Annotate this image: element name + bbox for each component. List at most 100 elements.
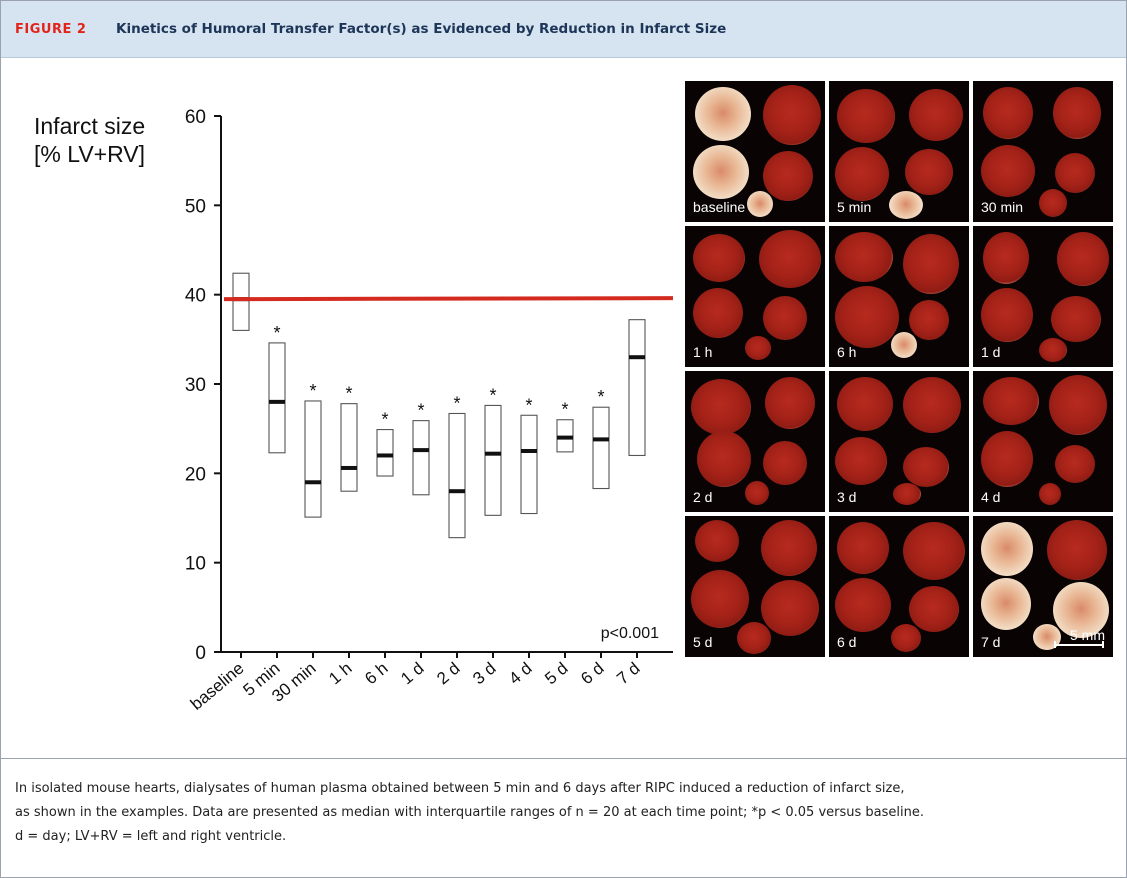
heart-slice-image xyxy=(763,296,807,340)
heart-slice-panel: baseline xyxy=(685,81,825,222)
significance-marker: * xyxy=(525,395,532,415)
heart-slice-image xyxy=(981,578,1031,630)
iqr-box xyxy=(304,400,322,518)
x-tick-label: 6 h xyxy=(361,659,391,689)
heart-slice-image xyxy=(763,151,813,201)
y-axis-label-line2: [% LV+RV] xyxy=(34,141,145,167)
heart-slice-image xyxy=(759,230,821,288)
heart-slice-image xyxy=(763,85,821,145)
heart-slice-image xyxy=(981,431,1033,487)
heart-slice-image xyxy=(981,288,1033,342)
heart-slice-image xyxy=(1057,232,1109,286)
heart-slice-image xyxy=(889,191,923,219)
heart-slice-image xyxy=(983,87,1033,139)
heart-slice-image xyxy=(691,570,749,628)
figure-title: Kinetics of Humoral Transfer Factor(s) a… xyxy=(116,21,727,37)
heart-slice-image xyxy=(837,522,889,574)
heart-slice-panel: 4 d xyxy=(973,371,1113,512)
iqr-box xyxy=(340,403,358,492)
heart-slice-image xyxy=(909,89,963,141)
heart-slice-image xyxy=(835,147,889,201)
significance-marker: * xyxy=(273,323,280,343)
heart-slice-panel: 5 d xyxy=(685,516,825,657)
panel-label: 6 h xyxy=(837,344,857,360)
heart-slice-image xyxy=(1051,296,1101,342)
iqr-box xyxy=(376,429,394,477)
figure-caption: In isolated mouse hearts, dialysates of … xyxy=(15,777,1110,849)
x-tick-label: 7 d xyxy=(613,659,643,689)
heart-slice-image xyxy=(835,232,893,282)
significance-marker: * xyxy=(417,401,424,421)
significance-marker: * xyxy=(561,400,568,420)
heart-slice-image xyxy=(837,377,893,431)
x-tick-label: 4 d xyxy=(505,659,535,689)
significance-marker: * xyxy=(489,385,496,405)
heart-slice-image xyxy=(1039,483,1061,505)
heart-slice-image xyxy=(745,481,769,505)
p-value-annotation: p<0.001 xyxy=(601,625,659,642)
heart-slice-image xyxy=(763,441,807,485)
heart-slice-image xyxy=(981,145,1035,197)
heart-slice-image xyxy=(1039,189,1067,217)
x-tick-label: 1 d xyxy=(397,659,427,689)
heart-slice-image xyxy=(835,437,887,485)
heart-slice-image xyxy=(1049,375,1107,435)
y-axis-label-line1: Infarct size xyxy=(34,113,145,139)
heart-slice-image xyxy=(903,522,965,580)
heart-slice-image xyxy=(765,377,815,429)
y-tick-label: 40 xyxy=(185,286,206,307)
iqr-box xyxy=(628,319,646,457)
heart-slice-image xyxy=(761,580,819,636)
significance-marker: * xyxy=(597,387,604,407)
y-tick-label: 50 xyxy=(185,196,206,217)
caption-line-2: as shown in the examples. Data are prese… xyxy=(15,805,924,820)
heart-slice-image xyxy=(1033,624,1061,650)
panel-label: 3 d xyxy=(837,489,857,505)
panel-label: 5 min xyxy=(837,199,872,215)
heart-slice-image xyxy=(903,447,949,487)
x-tick-label: baseline xyxy=(187,659,248,714)
heart-slice-image xyxy=(905,149,953,195)
heart-slice-image xyxy=(903,234,959,294)
heart-slice-image xyxy=(1039,338,1067,362)
heart-slice-panel: 7 d 5 mm xyxy=(973,516,1113,657)
heart-slice-image xyxy=(1053,582,1109,638)
heart-slice-image xyxy=(983,377,1039,425)
heart-slice-image xyxy=(891,624,921,652)
iqr-box xyxy=(268,342,286,454)
panel-label: 6 d xyxy=(837,634,857,650)
panel-label: 7 d xyxy=(981,634,1001,650)
scale-bar-label: 5 mm xyxy=(1070,627,1105,643)
panel-label: 5 d xyxy=(693,634,713,650)
x-tick-label: 3 d xyxy=(469,659,499,689)
significance-marker: * xyxy=(345,384,352,404)
y-tick-label: 10 xyxy=(185,554,206,575)
infarct-size-chart: Infarct size [% LV+RV] 0 10 20 30 40 50 60 base… xyxy=(34,107,674,714)
scale-bar xyxy=(1054,641,1104,648)
heart-slice-image xyxy=(909,300,949,340)
figure-header: FIGURE 2 Kinetics of Humoral Transfer Fa… xyxy=(1,1,1126,58)
heart-slice-image xyxy=(1055,445,1095,483)
iqr-box xyxy=(592,406,610,490)
x-tick-label: 2 d xyxy=(433,659,463,689)
x-tick-label: 1 h xyxy=(325,659,355,689)
heart-slice-image xyxy=(1055,153,1095,193)
heart-slice-image xyxy=(903,377,961,433)
panel-label: 4 d xyxy=(981,489,1001,505)
heart-slice-image xyxy=(697,431,751,487)
y-tick-label: 20 xyxy=(185,464,206,485)
heart-slice-image xyxy=(893,483,921,505)
iqr-box xyxy=(412,420,430,496)
heart-slice-image xyxy=(835,286,899,348)
heart-slice-image xyxy=(761,520,817,576)
caption-line-3: d = day; LV+RV = left and right ventricl… xyxy=(15,829,287,844)
iqr-box xyxy=(484,404,502,516)
x-tick-label: 6 d xyxy=(577,659,607,689)
heart-slice-image xyxy=(695,520,739,562)
heart-slice-image xyxy=(1053,87,1101,139)
heart-slice-image xyxy=(693,234,745,282)
significance-marker: * xyxy=(381,410,388,430)
heart-slice-panel: 6 h xyxy=(829,226,969,367)
